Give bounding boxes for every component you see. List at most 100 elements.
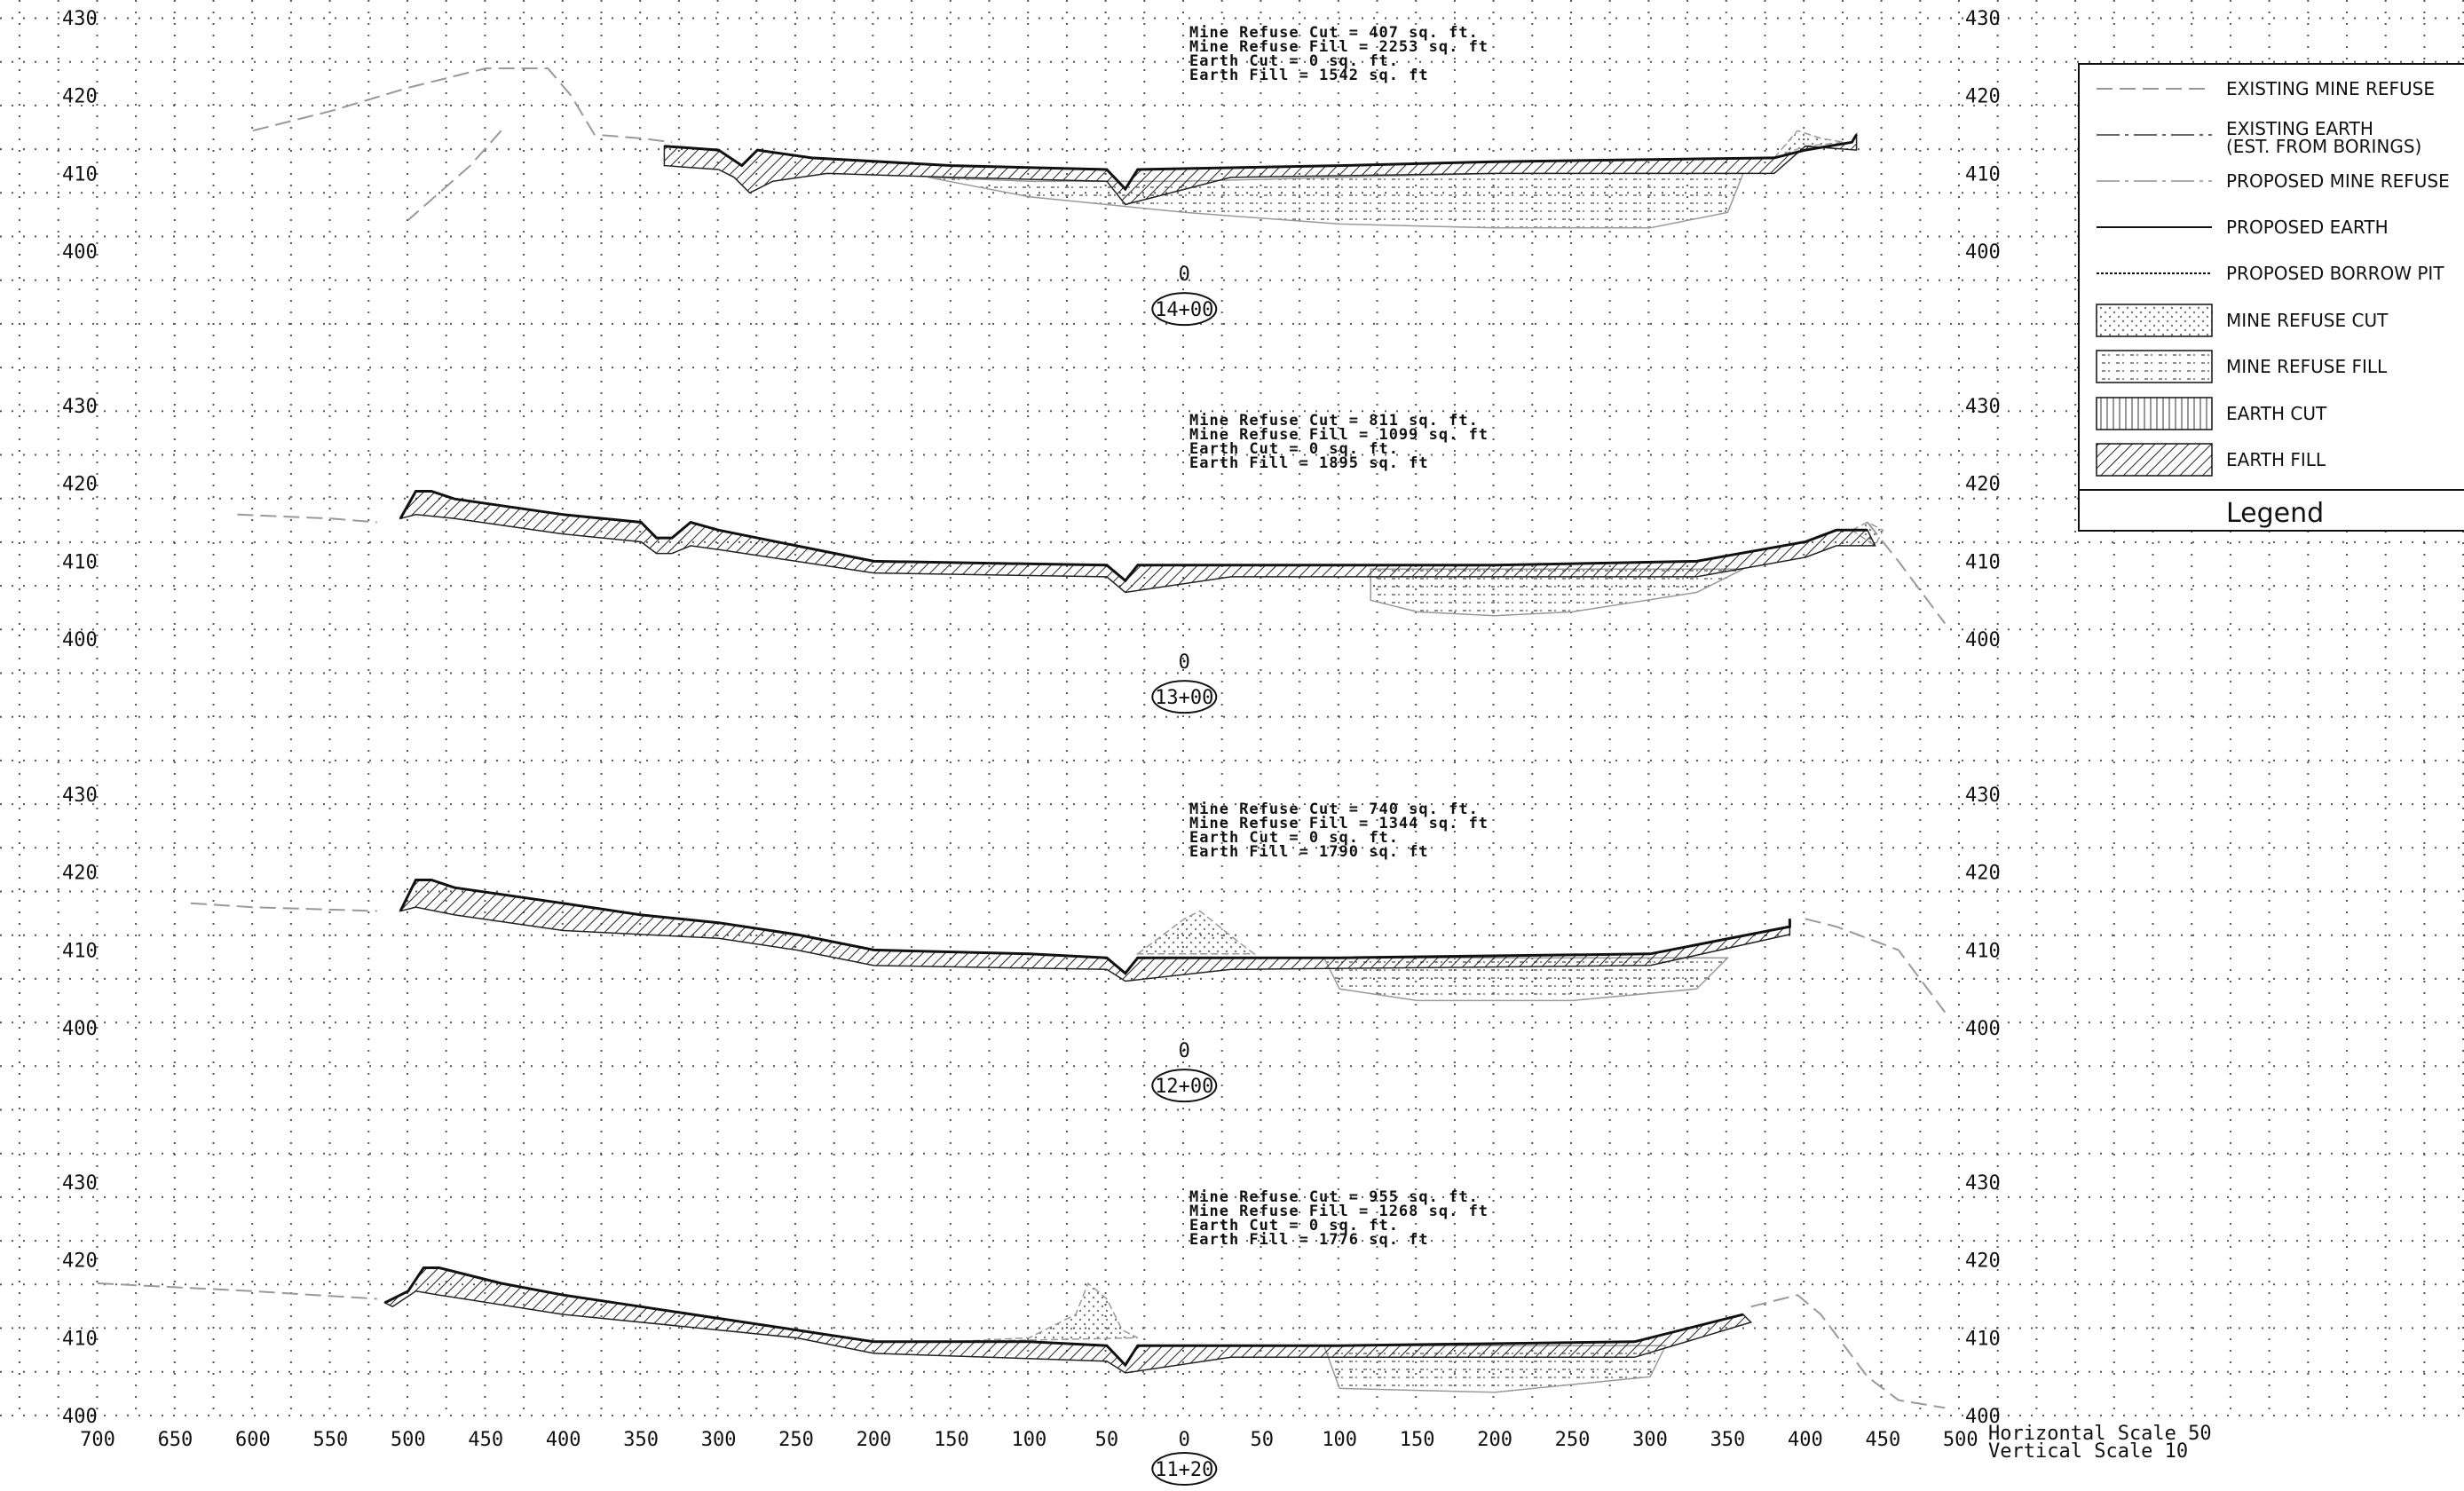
elevation-label-right: 410 <box>1965 551 2001 573</box>
legend: Legend EXISTING MINE REFUSE EXISTING EART… <box>2078 63 2464 532</box>
section-12+00: Mine Refuse Cut = 740 sq. ft.Mine Refuse… <box>190 801 1947 1103</box>
elevation-label-right: 430 <box>1965 396 2001 418</box>
legend-item-existing-mine-refuse: EXISTING MINE REFUSE <box>2097 78 2435 99</box>
offset-tick-label: 300 <box>1632 1429 1668 1451</box>
elevation-label-left: 410 <box>62 940 98 962</box>
legend-label-sub: (EST. FROM BORINGS) <box>2226 136 2421 157</box>
quantity-note: Mine Refuse Cut = 955 sq. ft. <box>1189 1188 1479 1206</box>
offset-tick-label: 600 <box>235 1429 271 1451</box>
elevation-label-left: 420 <box>62 474 98 496</box>
offset-tick-label: 200 <box>857 1429 892 1451</box>
elevation-label-right: 420 <box>1965 863 2001 885</box>
station-ellipse <box>1151 680 1218 714</box>
quantity-note: Earth Fill = 1790 sq. ft <box>1189 843 1429 861</box>
elevation-label-left: 410 <box>62 163 98 185</box>
station-ellipse <box>1151 292 1218 327</box>
offset-tick-label: 500 <box>1943 1429 1978 1451</box>
quantity-note: Earth Cut = 0 sq. ft. <box>1189 1217 1399 1235</box>
quantity-note: Earth Fill = 1895 sq. ft <box>1189 454 1429 472</box>
proposed-earth-line <box>383 1266 1744 1368</box>
offset-tick-label: 650 <box>158 1429 193 1451</box>
offset-tick-label: 50 <box>1251 1429 1275 1451</box>
legend-item-mine-refuse-cut: MINE REFUSE CUT <box>2096 304 2389 337</box>
station-label: 12+00 <box>1155 1076 1213 1098</box>
offset-tick-label: 450 <box>1865 1429 1900 1451</box>
legend-title: Legend <box>2226 498 2324 529</box>
legend-label: EARTH CUT <box>2226 403 2327 424</box>
offset-tick-label: 700 <box>80 1429 115 1451</box>
section-13+00: Mine Refuse Cut = 811 sq. ft.Mine Refuse… <box>237 412 1947 714</box>
quantity-note: Earth Cut = 0 sq. ft. <box>1189 52 1399 70</box>
elevation-label-left: 410 <box>62 1328 98 1350</box>
legend-swatch-pattern <box>2096 350 2213 383</box>
legend-item-earth-cut: EARTH CUT <box>2096 397 2327 430</box>
offset-tick-label: 200 <box>1477 1429 1512 1451</box>
station-label: 13+00 <box>1155 687 1213 709</box>
station-label: 11+20 <box>1155 1459 1213 1481</box>
elevation-label-right: 430 <box>1965 1172 2001 1195</box>
offset-tick-label: 100 <box>1012 1429 1047 1451</box>
legend-label: MINE REFUSE FILL <box>2226 356 2388 377</box>
existing-mine-refuse-line <box>190 902 377 912</box>
earth-fill-area <box>399 490 1876 594</box>
offset-tick-label: 150 <box>1400 1429 1435 1451</box>
elevation-label-right: 430 <box>1965 8 2001 30</box>
elevation-label-right: 430 <box>1965 785 2001 807</box>
quantity-note: Mine Refuse Fill = 1268 sq. ft <box>1189 1203 1489 1220</box>
elevation-label-left: 400 <box>62 241 98 264</box>
station-label: 14+00 <box>1155 299 1213 321</box>
quantity-note: Mine Refuse Cut = 811 sq. ft. <box>1189 412 1479 430</box>
proposed-earth-line <box>664 133 1858 192</box>
mine-refuse-cut-area <box>1773 130 1844 159</box>
existing-mine-refuse-line <box>1750 1294 1946 1409</box>
horizontal-scale-note: Horizontal Scale 50 <box>1988 1423 2212 1445</box>
existing-mine-refuse-line <box>97 1282 377 1300</box>
quantity-note: Mine Refuse Fill = 2253 sq. ft <box>1189 38 1489 56</box>
proposed-earth-line <box>399 879 1791 975</box>
offset-tick-label: 400 <box>546 1429 581 1451</box>
quantity-note: Mine Refuse Cut = 407 sq. ft. <box>1189 24 1479 42</box>
elevation-label-right: 420 <box>1965 1250 2001 1273</box>
earth-fill-area <box>399 879 1791 982</box>
elevation-label-left: 430 <box>62 785 98 807</box>
elevation-label-left: 400 <box>62 629 98 651</box>
offset-tick-label: 300 <box>701 1429 737 1451</box>
legend-items: EXISTING MINE REFUSE EXISTING EARTH(EST. … <box>2096 78 2450 477</box>
offset-tick-label: 100 <box>1322 1429 1357 1451</box>
elevation-label-right: 410 <box>1965 940 2001 962</box>
offset-tick-label: 550 <box>312 1429 348 1451</box>
centerline-label: 0 <box>1179 264 1190 286</box>
legend-item-earth-fill: EARTH FILL <box>2096 443 2326 477</box>
legend-item-proposed-mine-refuse: PROPOSED MINE REFUSE <box>2097 170 2450 192</box>
existing-mine-refuse-line <box>1805 918 1947 1014</box>
proposed-earth-line <box>399 490 1868 583</box>
station-ellipse <box>1151 1069 1218 1103</box>
quantity-note: Mine Refuse Cut = 740 sq. ft. <box>1189 801 1479 818</box>
legend-label: EARTH FILL <box>2226 449 2326 470</box>
mine-refuse-cut-area <box>1135 910 1257 955</box>
station-ellipse <box>1151 1452 1218 1486</box>
elevation-label-left: 430 <box>62 1172 98 1195</box>
legend-label: PROPOSED EARTH <box>2226 217 2389 238</box>
offset-tick-label: 50 <box>1095 1429 1119 1451</box>
existing-mine-refuse-line <box>237 513 377 524</box>
cross-sections: Mine Refuse Cut = 407 sq. ft.Mine Refuse… <box>97 24 1947 1486</box>
elevation-label-left: 420 <box>62 86 98 108</box>
offset-tick-label: 250 <box>1555 1429 1591 1451</box>
legend-swatch-pattern <box>2096 443 2213 477</box>
vertical-scale-note: Vertical Scale 10 <box>1988 1440 2188 1463</box>
offset-tick-label: 500 <box>391 1429 426 1451</box>
mine-refuse-cut-area <box>951 1282 1139 1343</box>
legend-item-mine-refuse-fill: MINE REFUSE FILL <box>2096 350 2388 383</box>
legend-swatch-pattern <box>2096 304 2213 337</box>
quantity-note: Earth Cut = 0 sq. ft. <box>1189 440 1399 458</box>
elevation-label-left: 430 <box>62 8 98 30</box>
grid: 430 430 420 420 410 410 400 400 430 430 420 420 410 4… <box>0 0 2464 1428</box>
elevation-label-right: 400 <box>1965 1406 2001 1428</box>
elevation-label-right: 410 <box>1965 163 2001 185</box>
offset-tick-label: 350 <box>623 1429 659 1451</box>
offset-tick-label: 350 <box>1710 1429 1746 1451</box>
elevation-label-right: 420 <box>1965 86 2001 108</box>
legend-label: PROPOSED MINE REFUSE <box>2226 170 2450 192</box>
